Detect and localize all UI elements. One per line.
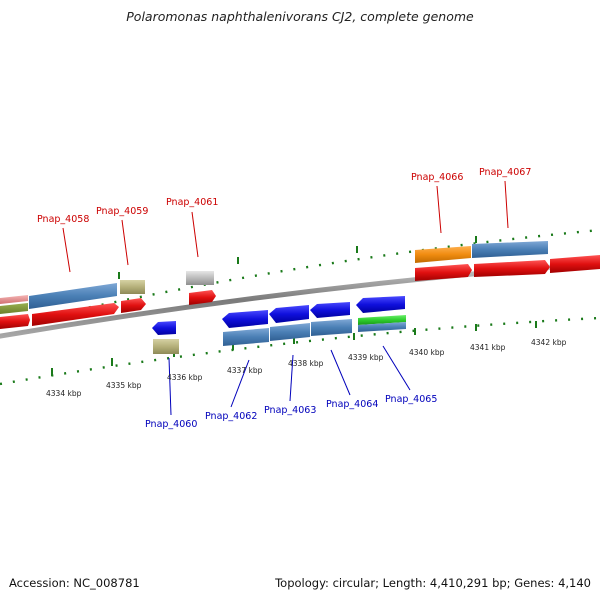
label-pnap-4061: Pnap_4061	[166, 197, 218, 208]
bottom-leader-lines	[168, 345, 411, 416]
leader-line	[191, 211, 199, 258]
label-pnap-4067: Pnap_4067	[479, 167, 531, 178]
label-pnap-4062: Pnap_4062	[205, 411, 257, 422]
kbp-label: 4339 kbp	[348, 353, 384, 362]
gene-pnap-4059[interactable]	[121, 298, 146, 313]
leader-line	[62, 227, 71, 273]
gene-partial-red[interactable]	[0, 314, 30, 329]
leader-line	[504, 180, 509, 229]
gene-pnap-4067-feature[interactable]	[472, 241, 548, 258]
gene-pnap-4067[interactable]	[474, 260, 550, 277]
gene-pnap-4061[interactable]	[189, 290, 216, 305]
map-title: Polaromonas naphthalenivorans CJ2, compl…	[126, 9, 474, 24]
accession-text: Accession: NC_008781	[9, 576, 140, 590]
kbp-label: 4340 kbp	[409, 348, 445, 357]
forward-strand-genes	[0, 241, 600, 329]
gene-partial-right[interactable]	[550, 255, 600, 273]
top-leader-lines	[62, 180, 509, 273]
gene-pnap-4064[interactable]	[310, 302, 350, 318]
upper-tick-row	[0, 228, 600, 329]
leader-line	[168, 357, 172, 416]
gene-pnap-4064-feature[interactable]	[311, 319, 352, 336]
leader-line	[436, 185, 442, 234]
leader-line	[121, 219, 129, 266]
gene-pnap-4058[interactable]	[32, 303, 119, 326]
leader-line	[230, 359, 250, 408]
label-pnap-4064: Pnap_4064	[326, 399, 378, 410]
kbp-label: 4334 kbp	[46, 389, 82, 398]
gene-pnap-4062-feature[interactable]	[223, 328, 269, 346]
topology-summary: Topology: circular; Length: 4,410,291 bp…	[275, 576, 591, 590]
kbp-label: 4338 kbp	[288, 359, 324, 368]
label-pnap-4060: Pnap_4060	[145, 419, 197, 430]
upper-major-ticks	[118, 236, 477, 279]
gene-pnap-4061-feature[interactable]	[186, 271, 214, 285]
gene-partial-pink[interactable]	[0, 295, 28, 304]
gene-pnap-4063-feature[interactable]	[270, 323, 310, 341]
reverse-strand-genes	[152, 296, 406, 354]
leader-line	[382, 345, 411, 391]
kbp-label: 4337 kbp	[227, 366, 263, 375]
kbp-label: 4342 kbp	[531, 338, 567, 347]
leader-line	[289, 354, 294, 402]
gene-pnap-4066[interactable]	[415, 264, 472, 281]
gene-pnap-4065-feature-steel[interactable]	[358, 322, 406, 332]
gene-pnap-4060[interactable]	[152, 321, 176, 335]
label-pnap-4066: Pnap_4066	[411, 172, 463, 183]
gene-pnap-4060-feature[interactable]	[153, 339, 179, 354]
gene-pnap-4065-feature-green[interactable]	[358, 315, 406, 325]
gene-pnap-4058-feature[interactable]	[29, 283, 117, 309]
leader-line	[330, 349, 351, 396]
label-pnap-4065: Pnap_4065	[385, 394, 437, 405]
kbp-label: 4341 kbp	[470, 343, 506, 352]
label-pnap-4058: Pnap_4058	[37, 214, 89, 225]
kbp-label: 4335 kbp	[106, 381, 142, 390]
gene-pnap-4066-feature[interactable]	[415, 246, 471, 263]
label-pnap-4059: Pnap_4059	[96, 206, 148, 217]
gene-pnap-4063[interactable]	[269, 305, 309, 323]
gene-pnap-4062[interactable]	[222, 310, 268, 328]
gene-pnap-4059-feature[interactable]	[120, 280, 145, 294]
gene-partial-green[interactable]	[0, 303, 28, 314]
label-pnap-4063: Pnap_4063	[264, 405, 316, 416]
kbp-label: 4336 kbp	[167, 373, 203, 382]
gene-pnap-4065[interactable]	[356, 296, 405, 313]
